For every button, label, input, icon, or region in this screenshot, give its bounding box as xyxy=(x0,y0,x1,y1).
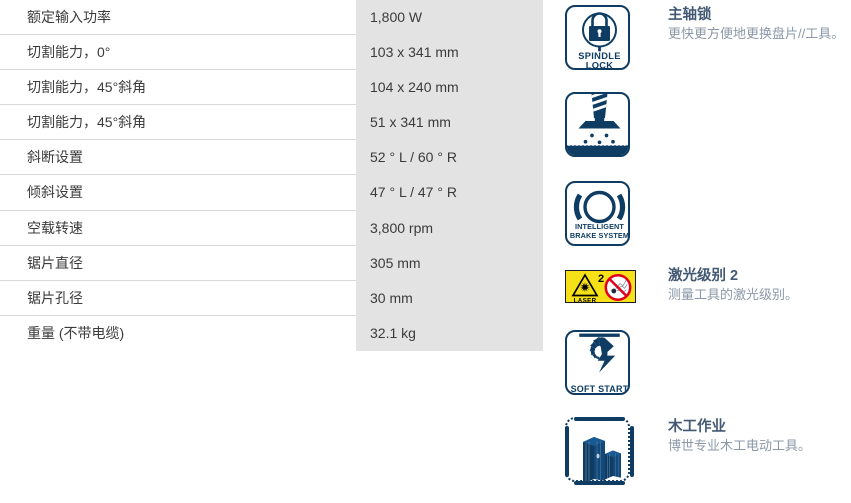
svg-text:LASER: LASER xyxy=(574,297,597,304)
svg-text:SPINDLE: SPINDLE xyxy=(578,51,620,61)
svg-text:2: 2 xyxy=(598,273,604,285)
svg-text:INTELLIGENT: INTELLIGENT xyxy=(575,222,624,231)
svg-text:LOCK: LOCK xyxy=(586,61,614,71)
svg-text:SOFT START: SOFT START xyxy=(571,384,629,394)
svg-text:BRAKE SYSTEM: BRAKE SYSTEM xyxy=(570,231,629,240)
